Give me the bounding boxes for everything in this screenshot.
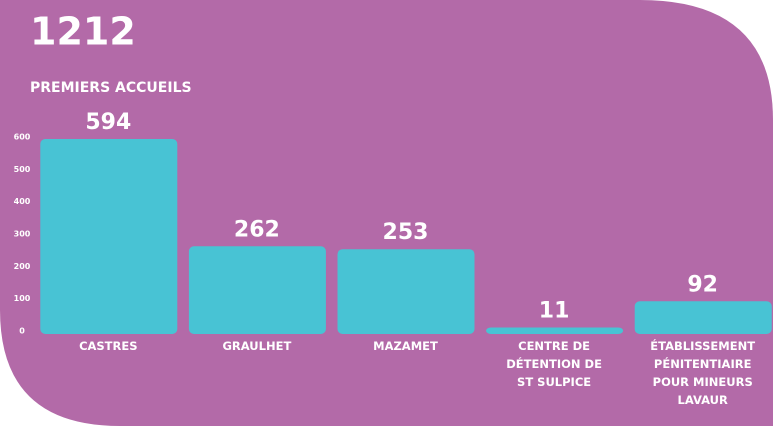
y-tick-label: 300 (14, 230, 31, 239)
bar (634, 301, 772, 334)
x-tick-label: CENTRE DE DÉTENTION DE ST SULPICE (506, 339, 602, 389)
bar (40, 138, 178, 334)
x-tick-label: MAZAMET (373, 339, 438, 353)
x-tick-label: CASTRES (79, 339, 138, 353)
chart-title: 1212 (30, 10, 136, 54)
y-tick-label: 400 (14, 197, 31, 206)
y-tick-label: 500 (14, 165, 31, 174)
x-tick-label: ÉTABLISSEMENT PÉNITENTIAIRE POUR MINEURS… (650, 339, 756, 407)
y-tick-label: 100 (14, 294, 31, 303)
value-label: 253 (383, 220, 429, 245)
value-label: 262 (234, 217, 280, 242)
y-tick-label: 200 (14, 262, 31, 271)
y-tick-label: 0 (19, 327, 25, 336)
y-tick-label: 600 (14, 133, 31, 142)
bar (486, 327, 624, 334)
chart-subtitle: PREMIERS ACCUEILS (30, 80, 192, 96)
value-label: 594 (85, 110, 131, 135)
bar (188, 246, 326, 334)
x-tick-label: GRAULHET (222, 339, 292, 353)
value-label: 11 (539, 298, 570, 323)
value-label: 92 (687, 272, 718, 297)
bar (337, 249, 475, 334)
